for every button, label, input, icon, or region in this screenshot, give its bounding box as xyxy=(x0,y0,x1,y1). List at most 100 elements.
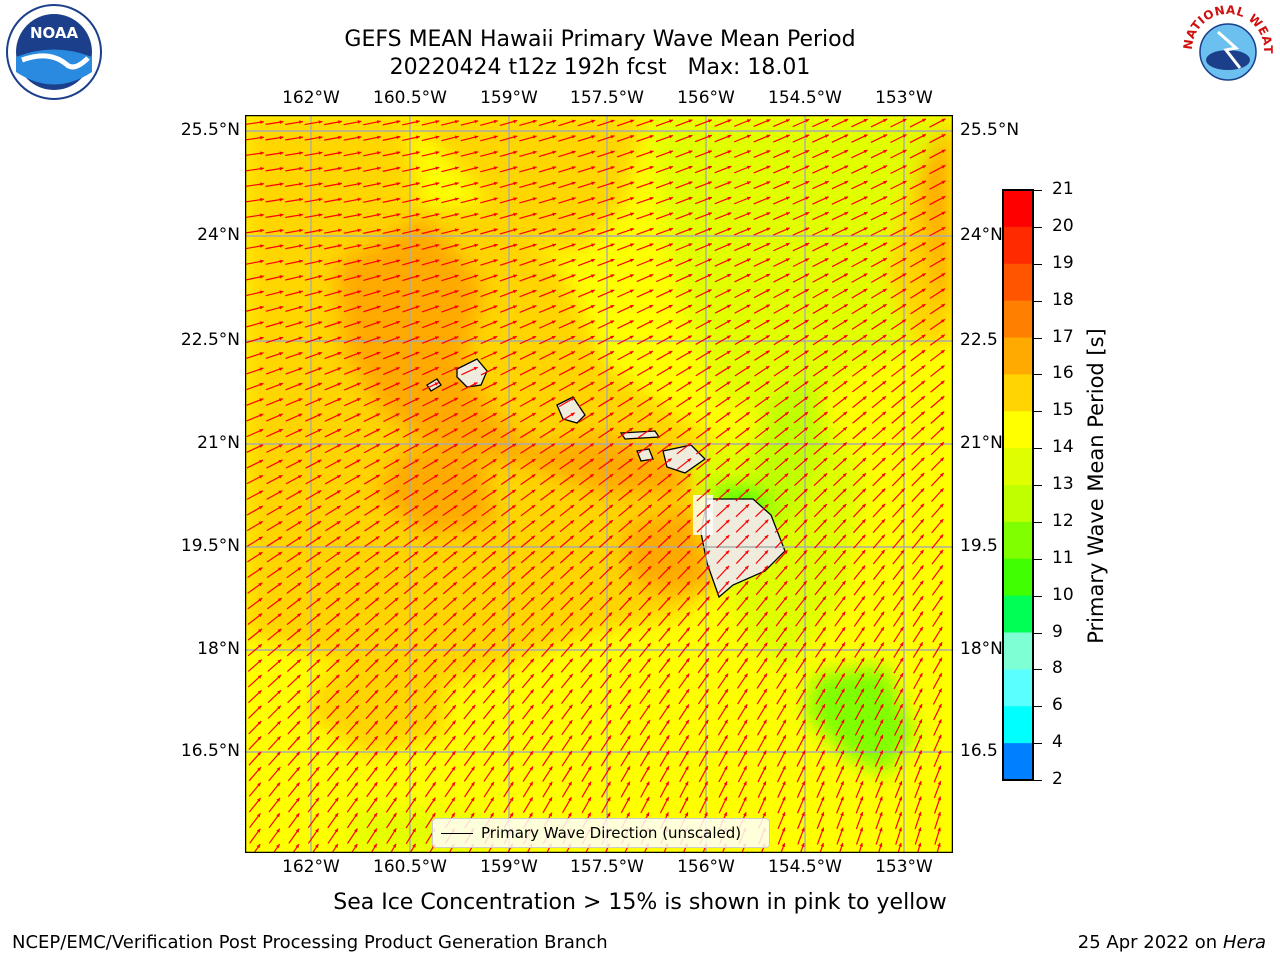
wave-arrow xyxy=(855,780,864,799)
wave-arrow xyxy=(656,427,673,439)
wave-arrow xyxy=(914,765,922,783)
wave-arrow xyxy=(462,550,477,564)
wave-arrow xyxy=(364,628,380,641)
wave-arrow xyxy=(695,442,712,455)
wave-arrow xyxy=(910,303,926,315)
wave-arrow xyxy=(832,380,848,393)
wave-arrow xyxy=(890,211,907,221)
wave-arrow xyxy=(734,273,751,283)
wave-arrow xyxy=(324,213,342,219)
wave-arrow xyxy=(854,703,865,721)
wave-arrow xyxy=(872,549,886,565)
wave-arrow xyxy=(773,411,790,424)
wave-arrow xyxy=(403,597,419,610)
wave-arrow xyxy=(421,243,440,250)
wave-arrow xyxy=(617,442,634,455)
wave-arrow xyxy=(285,274,303,281)
wave-arrow xyxy=(382,213,401,219)
wave-arrow xyxy=(855,750,864,767)
colorbar-tick-label: 9 xyxy=(1052,621,1063,642)
wave-arrow xyxy=(265,352,284,359)
wave-arrow xyxy=(382,366,401,376)
wave-arrow xyxy=(539,443,556,454)
wave-arrow xyxy=(814,565,827,580)
wave-arrow xyxy=(519,135,537,142)
wave-arrow xyxy=(402,305,420,313)
wave-arrow xyxy=(519,397,537,407)
wave-arrow xyxy=(286,628,302,641)
wave-arrow xyxy=(659,750,670,767)
wave-arrow xyxy=(718,750,728,767)
wave-arrow xyxy=(933,780,942,799)
wave-arrow xyxy=(851,334,868,346)
wave-arrow xyxy=(617,458,634,470)
wave-arrow xyxy=(444,766,456,782)
wave-arrow xyxy=(324,305,342,313)
wave-arrow xyxy=(558,258,576,267)
wave-arrow xyxy=(795,673,807,689)
wave-arrow xyxy=(677,611,691,627)
wave-arrow xyxy=(871,334,887,346)
wave-arrow xyxy=(717,688,729,705)
wave-arrow xyxy=(267,689,282,704)
wave-arrow xyxy=(851,257,868,268)
colorbar-tick-label: 6 xyxy=(1052,695,1063,716)
wave-arrow xyxy=(383,551,400,563)
wave-arrow xyxy=(912,564,924,581)
wave-arrow xyxy=(813,411,828,424)
wave-arrow xyxy=(695,335,712,345)
wave-arrow xyxy=(306,720,321,735)
wave-arrow xyxy=(265,166,284,172)
lat-label-left: 19.5°N xyxy=(180,536,240,556)
wave-arrow xyxy=(815,734,826,752)
wave-arrow xyxy=(697,673,710,689)
wave-arrow xyxy=(694,227,713,236)
wave-arrow xyxy=(815,703,826,721)
wave-arrow xyxy=(697,611,710,627)
wave-arrow xyxy=(793,411,809,424)
wave-arrow xyxy=(638,611,652,627)
wave-arrow xyxy=(559,443,575,454)
wave-arrow xyxy=(637,504,653,517)
wave-arrow xyxy=(343,182,362,188)
wave-arrow xyxy=(499,305,518,313)
wave-arrow xyxy=(246,321,264,328)
wave-arrow xyxy=(891,503,906,518)
wave-arrow xyxy=(755,580,769,596)
sea-ice-caption: Sea Ice Concentration > 15% is shown in … xyxy=(333,890,947,915)
wave-arrow xyxy=(382,151,401,157)
wave-arrow xyxy=(833,565,847,580)
wave-arrow xyxy=(365,674,379,688)
wave-arrow xyxy=(756,657,768,674)
wave-arrow xyxy=(715,365,731,377)
wave-arrow xyxy=(914,780,922,799)
wave-arrow xyxy=(851,273,868,283)
wave-arrow xyxy=(851,149,868,159)
wave-arrow xyxy=(560,581,574,595)
wave-arrow xyxy=(816,796,825,814)
wave-arrow xyxy=(304,367,323,375)
wave-arrow xyxy=(855,827,864,845)
wave-arrow xyxy=(578,442,595,455)
wave-arrow xyxy=(364,520,380,532)
wave-arrow xyxy=(695,258,712,267)
wave-arrow xyxy=(499,259,518,266)
wave-arrow xyxy=(936,842,941,853)
wave-arrow xyxy=(892,549,905,565)
wave-arrow xyxy=(735,457,750,471)
wave-arrow xyxy=(812,180,829,190)
wave-arrow xyxy=(343,351,362,360)
wave-arrow xyxy=(384,658,399,673)
wave-arrow xyxy=(460,320,479,329)
wave-arrow xyxy=(265,182,284,187)
wave-arrow xyxy=(519,320,537,329)
wave-arrow xyxy=(870,273,888,283)
wave-arrow xyxy=(503,781,514,798)
wave-arrow xyxy=(715,488,731,502)
wave-arrow xyxy=(814,626,827,643)
wave-arrow xyxy=(676,396,692,408)
wave-arrow xyxy=(402,166,420,173)
wave-arrow xyxy=(382,243,401,250)
wave-arrow xyxy=(382,135,401,141)
wave-arrow xyxy=(462,612,477,626)
